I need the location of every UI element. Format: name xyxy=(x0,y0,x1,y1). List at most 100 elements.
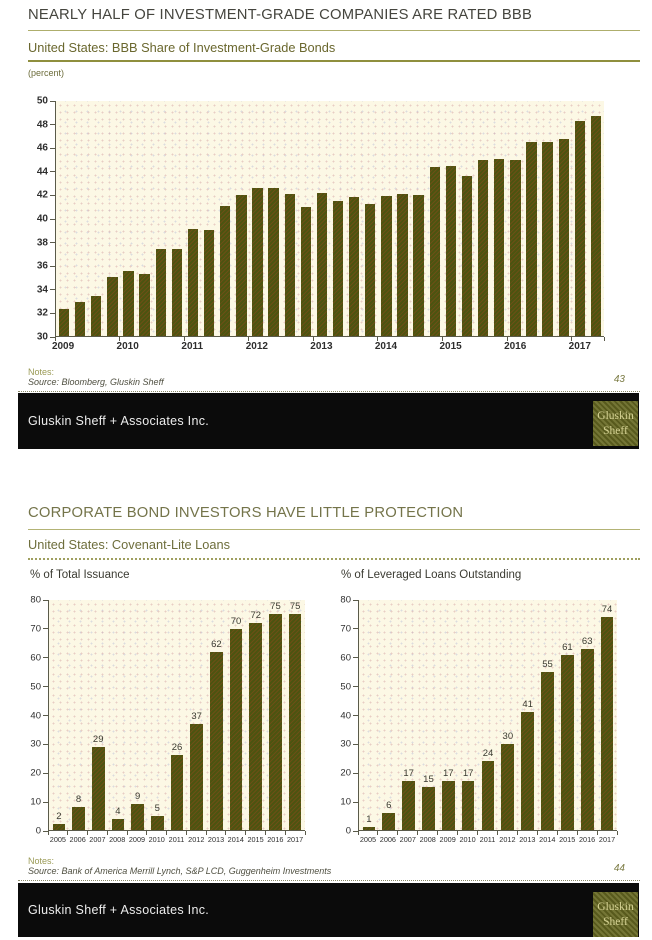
x-tick-mark xyxy=(437,831,439,835)
y-tick-label: 50 xyxy=(340,681,351,693)
y-tick-label: 32 xyxy=(36,307,48,319)
y-tick-mark xyxy=(43,686,48,688)
x-tick-mark xyxy=(245,831,247,835)
y-tick-label: 40 xyxy=(36,213,48,225)
bar-value-label: 17 xyxy=(403,768,414,780)
y-tick-label: 40 xyxy=(340,710,351,721)
x-tick-mark xyxy=(67,831,69,835)
y-tick-label: 60 xyxy=(340,652,351,664)
bar xyxy=(229,628,243,830)
bar-value-label: 6 xyxy=(386,799,392,811)
x-tick-mark xyxy=(284,831,286,835)
x-tick-mark xyxy=(146,831,148,835)
x-tick-mark xyxy=(571,337,573,341)
page-number: 44 xyxy=(613,863,625,874)
bar xyxy=(349,197,360,336)
bar xyxy=(171,249,183,336)
bar-value-label: 70 xyxy=(230,615,242,627)
slide1-title-underline xyxy=(28,30,640,31)
y-tick-label: 0 xyxy=(345,825,351,837)
bar xyxy=(381,196,392,336)
x-tick-mark xyxy=(205,831,207,835)
y-tick-label: 10 xyxy=(340,796,351,808)
slide1-subtitle: United States: BBB Share of Investment-G… xyxy=(28,40,336,55)
x-tick-mark xyxy=(264,831,266,835)
x-tick-mark xyxy=(54,337,56,341)
y-tick-mark xyxy=(43,657,48,659)
y-tick-mark xyxy=(43,801,48,803)
x-tick-label: 2010 xyxy=(116,341,139,352)
bar xyxy=(332,200,344,336)
x-tick-mark xyxy=(106,831,108,835)
bar xyxy=(510,159,521,336)
x-tick-label: 2006 xyxy=(69,835,86,844)
y-tick-mark xyxy=(353,801,358,803)
bar xyxy=(52,824,66,830)
x-tick-label: 2015 xyxy=(247,835,264,844)
x-tick-label: 2007 xyxy=(89,835,106,844)
x-tick-label: 2010 xyxy=(148,835,165,844)
y-tick-label: 70 xyxy=(340,623,351,635)
bar-value-label: 55 xyxy=(542,658,553,670)
bar-value-label: 74 xyxy=(601,604,613,616)
slide1-subtitle-underline xyxy=(28,60,640,62)
gluskin-sheff-logo: Gluskin Sheff xyxy=(593,892,638,937)
bar xyxy=(600,617,614,830)
x-tick-label: 2009 xyxy=(51,341,75,352)
y-tick-mark xyxy=(353,772,358,774)
bar xyxy=(170,755,184,830)
y-tick-label: 46 xyxy=(36,142,48,154)
y-tick-mark xyxy=(43,715,48,716)
y-tick-label: 70 xyxy=(30,623,41,635)
x-tick-label: 2012 xyxy=(499,835,516,844)
x-tick-mark xyxy=(47,831,49,835)
bar xyxy=(542,142,553,336)
y-tick-mark xyxy=(43,830,48,832)
bar-value-label: 63 xyxy=(581,635,593,647)
x-tick-mark xyxy=(248,337,250,341)
source-text: Source: Bank of America Merrill Lynch, S… xyxy=(28,866,332,876)
x-tick-label: 2017 xyxy=(568,341,591,352)
x-tick-label: 2009 xyxy=(439,835,456,844)
bar-value-label: 5 xyxy=(154,802,160,814)
bbb-share-bar-chart: 50 48 46 44 42 40 38 36 34 32 30 2009 2010 2011 2012 20… xyxy=(37,96,605,352)
bar xyxy=(494,158,505,336)
bar xyxy=(139,273,150,336)
x-tick-mark xyxy=(442,337,444,341)
y-tick-mark xyxy=(353,628,358,630)
x-tick-mark xyxy=(496,831,498,835)
logo-line-1: Gluskin xyxy=(597,410,634,423)
bar xyxy=(91,746,105,830)
company-name: Gluskin Sheff + Associates Inc. xyxy=(28,903,210,917)
bar xyxy=(75,301,86,336)
bar xyxy=(541,671,554,830)
y-tick-mark xyxy=(43,743,48,745)
y-tick-label: 30 xyxy=(36,331,48,343)
bar-value-label: 29 xyxy=(92,733,104,745)
y-tick-label: 50 xyxy=(30,681,41,693)
x-tick-mark xyxy=(516,831,518,835)
x-tick-label: 2013 xyxy=(310,341,333,352)
y-tick-mark xyxy=(353,743,358,745)
y-tick-mark xyxy=(353,657,358,659)
bar xyxy=(72,807,85,830)
x-tick-mark xyxy=(616,831,618,835)
x-tick-label: 2005 xyxy=(49,835,66,844)
bar xyxy=(461,176,473,336)
bar xyxy=(362,827,376,830)
bar xyxy=(402,781,415,830)
x-tick-label: 2016 xyxy=(578,835,596,844)
source-text: Source: Bloomberg, Gluskin Sheff xyxy=(28,377,164,387)
x-tick-mark xyxy=(357,831,359,835)
bar-value-label: 1 xyxy=(366,814,372,826)
y-tick-mark xyxy=(50,194,55,196)
bar xyxy=(269,614,282,830)
bar-value-label: 24 xyxy=(482,748,494,759)
footer-bar: Gluskin Sheff + Associates Inc. Gluskin … xyxy=(18,393,639,449)
bar xyxy=(481,761,495,830)
x-tick-label: 2014 xyxy=(227,835,244,844)
bar xyxy=(429,166,440,336)
y-tick-mark xyxy=(353,715,358,716)
x-tick-label: 2010 xyxy=(459,835,476,844)
